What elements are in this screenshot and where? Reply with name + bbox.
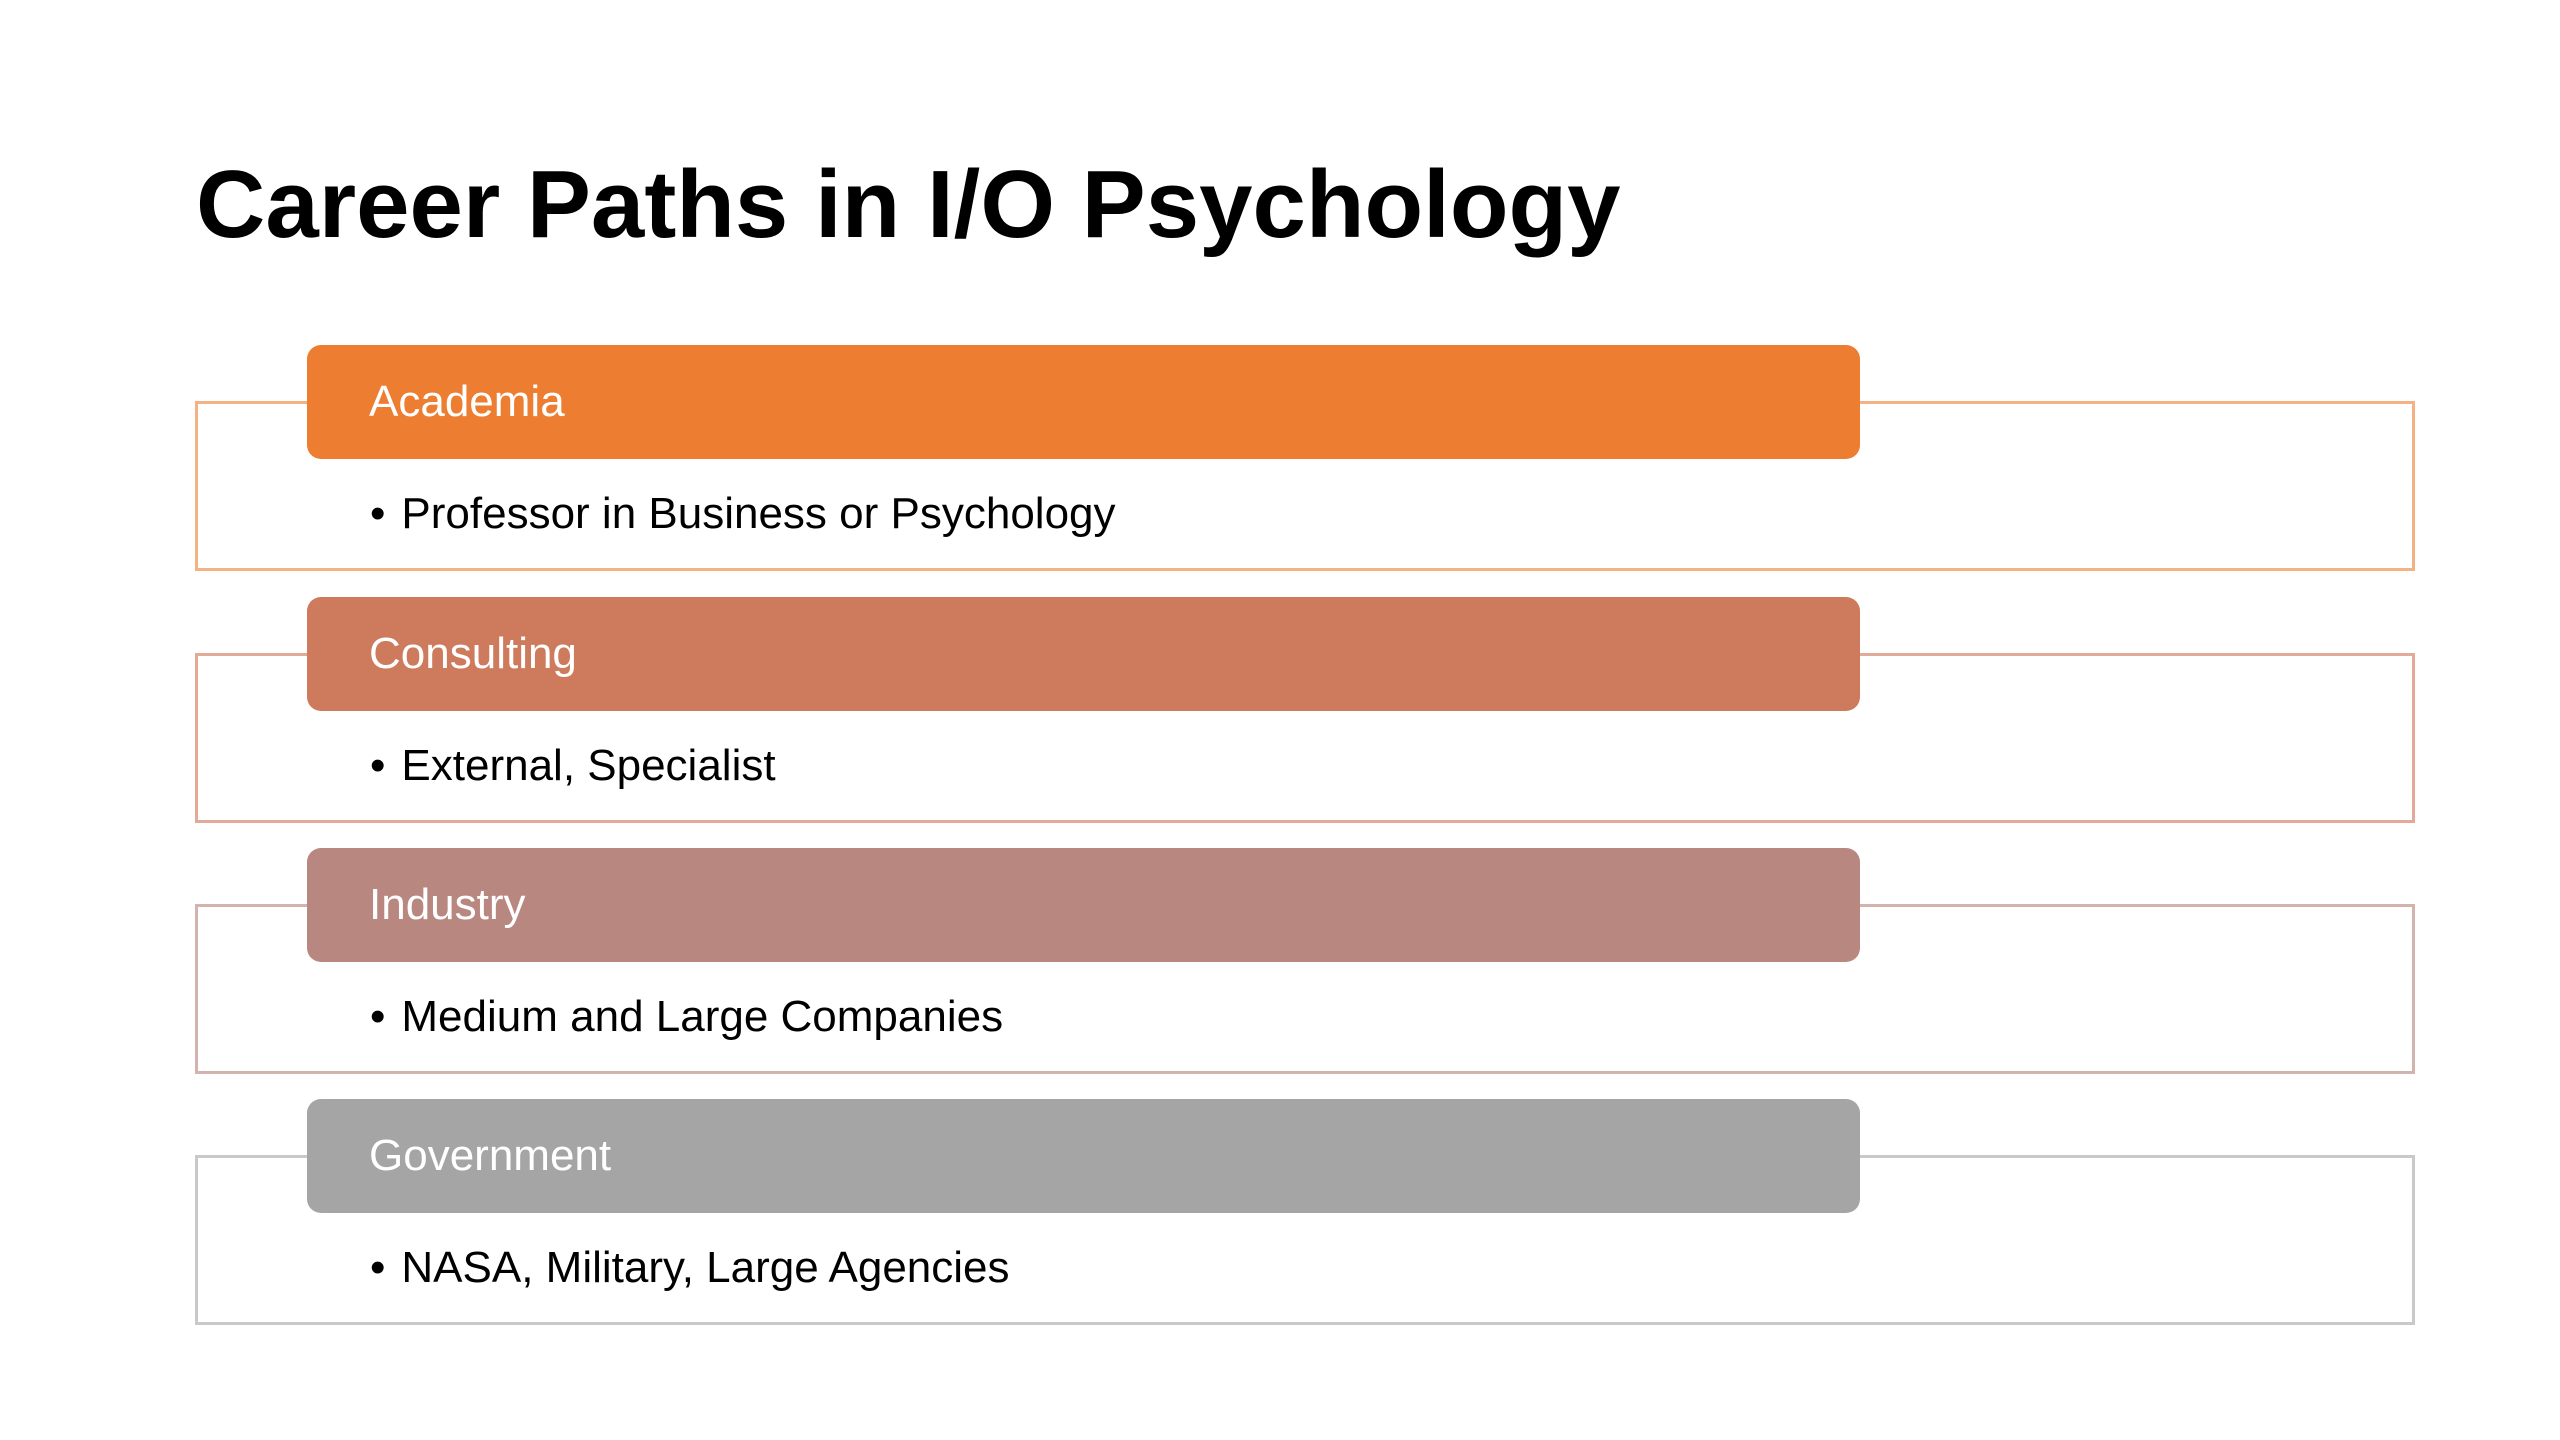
career-group-industry: Industry • Medium and Large Companies — [0, 848, 2560, 1098]
bullet-icon: • — [370, 741, 386, 790]
group-bullet: • Professor in Business or Psychology — [370, 457, 1116, 571]
bullet-icon: • — [370, 1243, 386, 1292]
group-bullet: • External, Specialist — [370, 709, 776, 823]
group-bullet-text: External, Specialist — [401, 741, 776, 790]
group-header: Academia — [307, 345, 1860, 459]
group-bullet: • Medium and Large Companies — [370, 960, 1003, 1074]
group-bullet-text: Medium and Large Companies — [401, 992, 1004, 1041]
group-header-label: Government — [369, 1131, 612, 1180]
group-header-label: Academia — [369, 377, 565, 426]
slide-title: Career Paths in I/O Psychology — [196, 151, 1621, 258]
group-header-label: Industry — [369, 880, 526, 929]
group-header-label: Consulting — [369, 629, 577, 678]
career-group-academia: Academia • Professor in Business or Psych… — [0, 345, 2560, 595]
group-bullet-text: NASA, Military, Large Agencies — [401, 1243, 1010, 1292]
group-bullet-text: Professor in Business or Psychology — [401, 489, 1116, 538]
group-header: Government — [307, 1099, 1860, 1213]
group-bullet: • NASA, Military, Large Agencies — [370, 1211, 1010, 1325]
bullet-icon: • — [370, 992, 386, 1041]
group-header: Consulting — [307, 597, 1860, 711]
bullet-icon: • — [370, 489, 386, 538]
career-group-consulting: Consulting • External, Specialist — [0, 597, 2560, 847]
career-group-government: Government • NASA, Military, Large Agenci… — [0, 1099, 2560, 1349]
group-header: Industry — [307, 848, 1860, 962]
